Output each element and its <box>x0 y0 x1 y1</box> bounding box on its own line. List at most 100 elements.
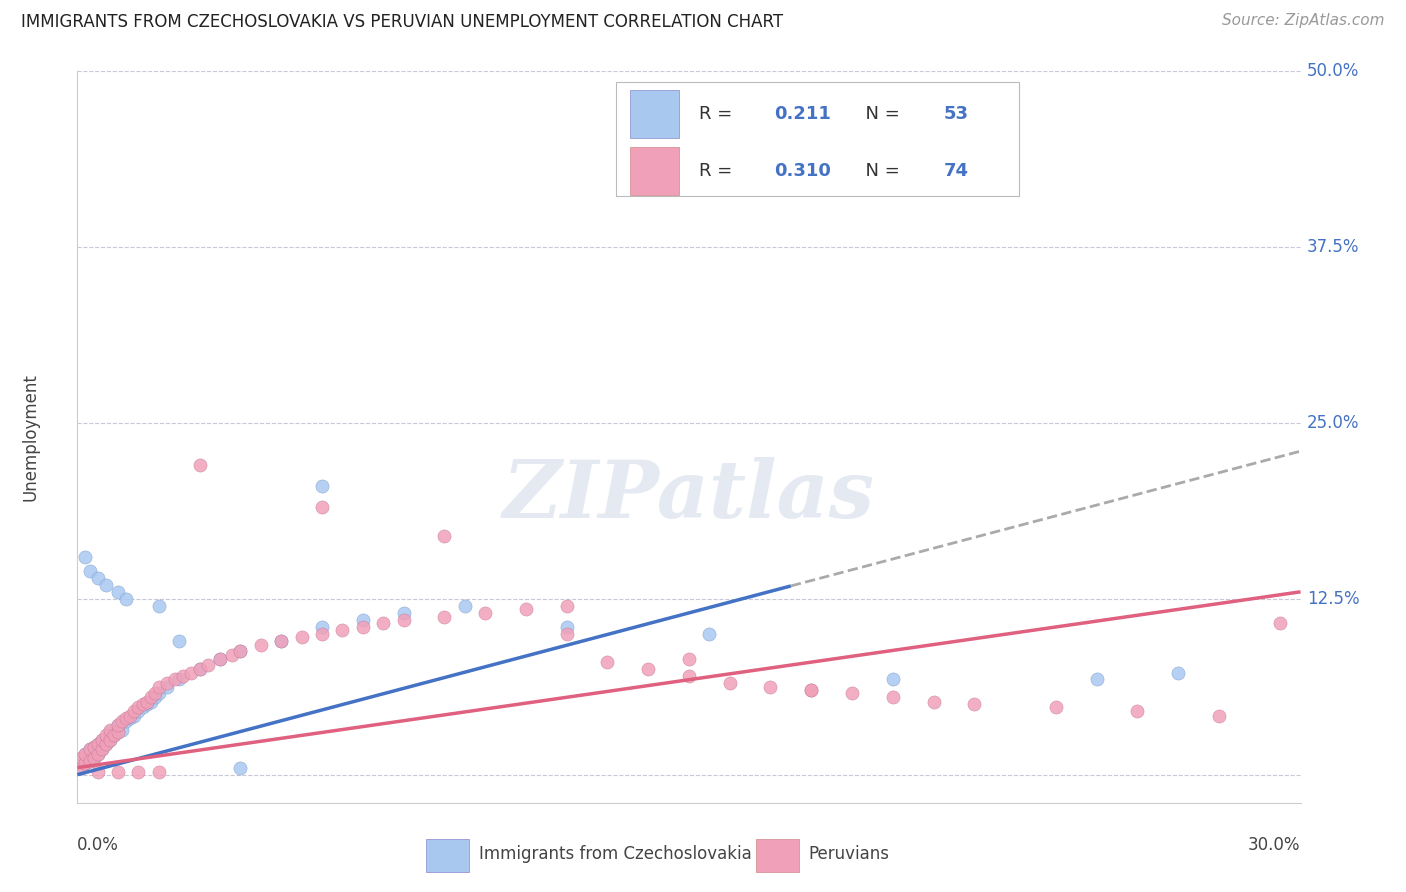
Point <box>922 694 945 708</box>
Point <box>800 683 823 698</box>
Point <box>371 615 394 630</box>
Point <box>515 601 537 615</box>
Bar <box>630 147 679 194</box>
Text: Source: ZipAtlas.com: Source: ZipAtlas.com <box>1222 13 1385 29</box>
Point <box>90 742 112 756</box>
Point <box>596 655 619 669</box>
Point <box>79 564 101 578</box>
Point <box>143 686 166 700</box>
Point <box>79 754 101 768</box>
Point <box>1268 615 1291 630</box>
Point <box>90 732 112 747</box>
Point <box>165 672 187 686</box>
Point <box>107 725 129 739</box>
Text: 30.0%: 30.0% <box>1249 836 1301 854</box>
Point <box>127 700 149 714</box>
Point <box>311 627 333 641</box>
Point <box>75 549 97 564</box>
Point <box>131 700 153 714</box>
Point <box>87 747 110 761</box>
Point <box>392 606 415 620</box>
Point <box>111 714 134 729</box>
Point <box>800 683 823 698</box>
Text: ZIPatlas: ZIPatlas <box>503 457 875 534</box>
Point <box>87 764 110 779</box>
Point <box>94 737 117 751</box>
Point <box>75 747 97 761</box>
Point <box>148 599 170 613</box>
Point <box>127 705 149 719</box>
Point <box>120 711 142 725</box>
Point <box>555 620 578 634</box>
Point <box>87 571 110 585</box>
Text: Peruvians: Peruvians <box>808 845 890 863</box>
Text: N =: N = <box>853 105 905 123</box>
Point <box>392 613 415 627</box>
Point <box>94 737 117 751</box>
Point <box>699 627 721 641</box>
Point <box>208 652 231 666</box>
Point <box>1167 666 1189 681</box>
Point <box>169 672 191 686</box>
Text: 12.5%: 12.5% <box>1306 590 1360 607</box>
Point <box>107 584 129 599</box>
Point <box>148 681 170 695</box>
Point <box>453 599 475 613</box>
Text: IMMIGRANTS FROM CZECHOSLOVAKIA VS PERUVIAN UNEMPLOYMENT CORRELATION CHART: IMMIGRANTS FROM CZECHOSLOVAKIA VS PERUVI… <box>21 13 783 31</box>
Point <box>270 634 292 648</box>
Point <box>474 606 496 620</box>
Point <box>135 694 157 708</box>
Point <box>148 764 170 779</box>
Text: R =: R = <box>699 161 738 180</box>
Point <box>139 690 162 705</box>
Point <box>197 657 219 672</box>
Point <box>87 737 110 751</box>
Point <box>90 742 112 756</box>
Point <box>115 591 138 606</box>
Point <box>90 732 112 747</box>
Point <box>87 747 110 761</box>
Point <box>70 761 93 775</box>
Point <box>94 578 117 592</box>
Point <box>156 676 179 690</box>
Point <box>83 751 105 765</box>
Point <box>98 725 121 739</box>
Point <box>637 662 659 676</box>
Point <box>124 705 146 719</box>
Point <box>148 686 170 700</box>
Point <box>1208 708 1230 723</box>
Point <box>70 751 93 765</box>
Point <box>79 754 101 768</box>
Point <box>290 630 312 644</box>
Point <box>188 458 211 473</box>
Point <box>250 638 273 652</box>
Point <box>79 742 101 756</box>
Point <box>841 686 863 700</box>
Text: R =: R = <box>699 105 738 123</box>
Point <box>75 756 97 771</box>
Point <box>718 676 741 690</box>
Point <box>75 747 97 761</box>
Point <box>131 698 153 712</box>
Point <box>172 669 194 683</box>
Point <box>555 599 578 613</box>
Text: 25.0%: 25.0% <box>1306 414 1360 432</box>
Point <box>111 723 134 737</box>
Text: 53: 53 <box>943 105 969 123</box>
Point <box>156 681 179 695</box>
Point <box>433 610 456 624</box>
Point <box>115 714 138 729</box>
Text: Immigrants from Czechoslovakia: Immigrants from Czechoslovakia <box>478 845 751 863</box>
Point <box>94 728 117 742</box>
Point <box>311 500 333 515</box>
Point <box>135 698 157 712</box>
Point <box>229 644 252 658</box>
Bar <box>630 90 679 138</box>
Point <box>433 528 456 542</box>
Point <box>229 644 252 658</box>
Text: Unemployment: Unemployment <box>22 373 39 501</box>
Point <box>678 652 700 666</box>
Point <box>120 708 142 723</box>
Text: 0.0%: 0.0% <box>77 836 120 854</box>
Point <box>882 672 904 686</box>
